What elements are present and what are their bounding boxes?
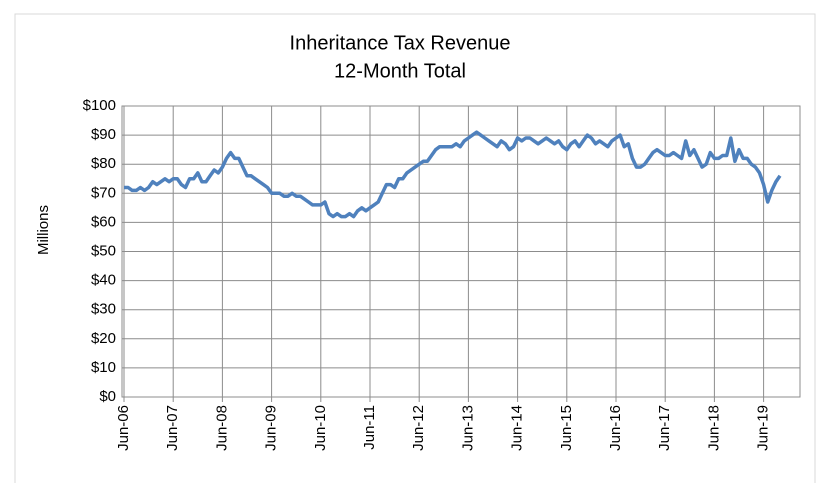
x-tick-label: Jun-14 xyxy=(509,405,526,451)
x-tick-label: Jun-06 xyxy=(115,405,132,451)
y-tick-label: $0 xyxy=(99,388,116,405)
x-tick-label: Jun-17 xyxy=(656,405,673,451)
y-tick-label: $60 xyxy=(91,213,116,230)
x-tick-label: Jun-16 xyxy=(607,405,624,451)
x-tick-label: Jun-11 xyxy=(361,405,378,450)
line-series xyxy=(124,130,782,219)
y-axis-label: Millions xyxy=(35,205,52,255)
chart-frame xyxy=(14,13,816,483)
y-tick-label: $40 xyxy=(91,272,116,289)
x-tick-label: Jun-15 xyxy=(558,405,575,451)
y-tick-label: $20 xyxy=(91,330,116,347)
y-tick-label: $50 xyxy=(91,242,116,259)
x-tick-label: Jun-12 xyxy=(410,405,427,451)
x-tick-label: Jun-10 xyxy=(312,405,329,451)
x-tick-label: Jun-18 xyxy=(705,405,722,451)
x-tick-label: Jun-07 xyxy=(164,405,181,451)
x-tick-label: Jun-19 xyxy=(755,405,772,451)
y-tick-label: $90 xyxy=(91,126,116,143)
x-tick-label: Jun-09 xyxy=(263,405,280,451)
y-tick-label: $10 xyxy=(91,359,116,376)
y-tick-label: $100 xyxy=(83,97,116,114)
chart-title: Inheritance Tax Revenue xyxy=(290,32,511,54)
chart-subtitle: 12-Month Total xyxy=(334,60,466,82)
y-tick-label: $80 xyxy=(91,155,116,172)
x-tick-label: Jun-08 xyxy=(213,405,230,451)
y-tick-label: $70 xyxy=(91,184,116,201)
x-tick-label: Jun-13 xyxy=(459,405,476,451)
y-tick-label: $30 xyxy=(91,301,116,318)
plot-border xyxy=(121,105,801,398)
